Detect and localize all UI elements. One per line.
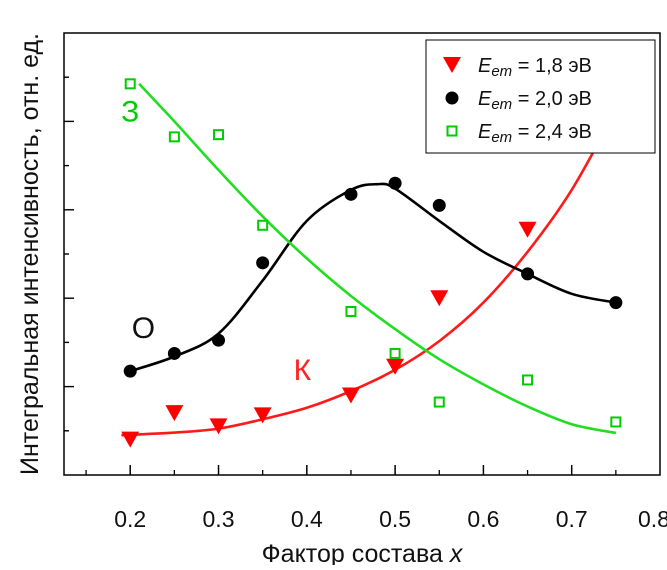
data-point: [389, 347, 401, 359]
x-tick-label: 0.2: [114, 506, 146, 532]
data-point: [123, 364, 137, 378]
data-point: [521, 267, 535, 281]
data-point: [256, 256, 270, 270]
data-point: [433, 396, 445, 408]
curve-label: К: [294, 354, 312, 387]
fit-curve: [121, 109, 618, 437]
x-tick-label: 0.6: [467, 506, 499, 532]
data-point: [345, 305, 357, 317]
legend-subscript: em: [491, 63, 512, 80]
x-axis-title-var: x: [449, 540, 464, 565]
data-point: [432, 198, 446, 212]
legend-label: Eem = 2,4 эВ: [478, 121, 592, 146]
x-tick-labels: 0.2 0.3 0.4 0.5 0.6 0.7: [114, 506, 587, 532]
x-tick-label: 0.3: [203, 506, 235, 532]
curve-label: З: [121, 95, 139, 128]
data-point: [209, 418, 228, 435]
x-tick-label: 0.4: [291, 506, 323, 532]
data-point: [388, 176, 402, 190]
legend-symbol: E: [478, 121, 492, 143]
data-point: [430, 290, 449, 307]
fit-curve: [138, 82, 617, 435]
data-points: [121, 78, 625, 448]
data-point: [213, 129, 225, 141]
axis-ticks: [64, 76, 617, 475]
legend-marker: [445, 91, 459, 105]
x-tick-label: 0.5: [379, 506, 411, 532]
fit-curve: [129, 182, 617, 373]
x-axis-title-text: Фактор состава: [262, 540, 450, 565]
data-point: [253, 407, 272, 424]
data-point: [522, 374, 534, 386]
legend-subscript: em: [491, 129, 512, 146]
x-tick-label-edge: 0.8: [638, 506, 667, 532]
curve-annotations: З О К: [121, 95, 311, 387]
x-tick-label: 0.7: [556, 506, 588, 532]
data-point: [167, 346, 181, 360]
legend-symbol: E: [478, 55, 492, 77]
legend-value: = 2,0 эВ: [512, 88, 592, 110]
legend-marker: [443, 57, 461, 73]
legend-symbol: E: [478, 88, 492, 110]
data-point: [121, 431, 140, 448]
data-point: [609, 296, 623, 310]
legend-label: Eem = 2,0 эВ: [478, 88, 592, 113]
data-point: [124, 78, 136, 90]
data-point: [212, 333, 226, 347]
legend-value: = 1,8 эВ: [512, 55, 592, 77]
y-axis-title: Интегральная интенсивность, отн. ед.: [16, 33, 44, 475]
x-axis-title: Фактор состава x: [262, 540, 464, 565]
data-point: [610, 416, 622, 428]
legend-label: Eem = 1,8 эВ: [478, 55, 592, 80]
data-point: [344, 187, 358, 201]
data-point: [168, 131, 180, 143]
legend-subscript: em: [491, 96, 512, 113]
data-point: [386, 358, 405, 375]
data-point: [518, 221, 537, 238]
data-point: [165, 405, 184, 422]
legend-box: [425, 39, 656, 154]
legend-marker: [446, 125, 458, 137]
legend-value: = 2,4 эВ: [512, 121, 592, 143]
curve-label: О: [132, 312, 155, 345]
data-point: [257, 219, 269, 231]
data-point: [341, 387, 360, 404]
